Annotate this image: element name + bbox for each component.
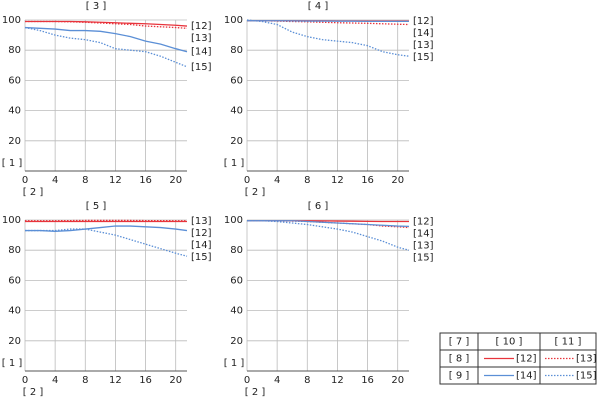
chart-title: [ 3 ] (86, 1, 107, 12)
x-tick-label: 4 (274, 175, 280, 186)
x-tick-label: 20 (391, 175, 404, 186)
y-tick-label: 20 (230, 136, 243, 147)
x-axis-label: [ 2 ] (245, 387, 266, 398)
series-end-label: [15] (191, 252, 212, 263)
series-line (24, 26, 188, 68)
y-axis-label: [ 1 ] (224, 158, 245, 169)
x-tick-label: 12 (109, 175, 122, 186)
x-tick-label: 16 (139, 175, 152, 186)
table-header: [ 10 ] (496, 337, 523, 348)
y-tick-label: 100 (2, 215, 21, 226)
y-tick-label: 60 (8, 275, 21, 286)
legend-label: [12] (516, 354, 537, 365)
y-axis-label: [ 1 ] (224, 358, 245, 369)
y-tick-label: 40 (8, 106, 21, 117)
series-end-label: [14] (413, 28, 434, 39)
table-row-label: [ 9 ] (449, 371, 470, 382)
x-tick-label: 0 (22, 175, 28, 186)
table-header: [ 7 ] (449, 337, 470, 348)
legend-label: [15] (576, 371, 597, 382)
x-tick-label: 12 (109, 375, 122, 386)
y-axis-label: [ 1 ] (2, 158, 23, 169)
series-line (247, 20, 409, 23)
x-tick-label: 4 (274, 375, 280, 386)
series-end-label: [12] (413, 16, 434, 27)
x-tick-label: 8 (82, 175, 88, 186)
series-end-label: [15] (191, 62, 212, 73)
x-tick-label: 20 (169, 175, 182, 186)
y-tick-label: 20 (230, 336, 243, 347)
y-tick-label: 80 (230, 245, 243, 256)
x-tick-label: 0 (244, 375, 250, 386)
legend-table: [ 7 ] [ 10 ] [ 11 ] [ 8 ] [ 9 ] [12] [13… (439, 332, 597, 385)
table-row-label: [ 8 ] (449, 354, 470, 365)
y-tick-label: 60 (8, 75, 21, 86)
series-line (25, 20, 188, 29)
series-end-label: [13] (191, 33, 212, 44)
y-tick-label: 40 (230, 306, 243, 317)
series-end-label: [15] (413, 253, 434, 264)
chart-title: [ 4 ] (308, 1, 329, 12)
x-axis-label: [ 2 ] (245, 187, 266, 198)
chart-title: [ 5 ] (86, 201, 107, 212)
series-end-label: [13] (191, 216, 212, 227)
series-end-label: [14] (191, 47, 212, 58)
x-tick-label: 0 (244, 175, 250, 186)
series-end-label: [13] (413, 40, 434, 51)
x-tick-label: 16 (139, 375, 152, 386)
series-end-label: [15] (413, 52, 434, 63)
x-tick-label: 8 (304, 375, 310, 386)
x-tick-label: 8 (304, 175, 310, 186)
y-tick-label: 80 (8, 245, 21, 256)
series-end-label: [12] (191, 228, 212, 239)
x-tick-label: 8 (82, 375, 88, 386)
y-tick-label: 100 (224, 215, 243, 226)
chart-title: [ 6 ] (308, 201, 329, 212)
series-end-label: [13] (413, 241, 434, 252)
legend-label: [14] (516, 371, 537, 382)
y-tick-label: 60 (230, 275, 243, 286)
x-tick-label: 16 (361, 375, 374, 386)
y-tick-label: 100 (224, 15, 243, 26)
x-tick-label: 0 (22, 375, 28, 386)
y-tick-label: 80 (230, 45, 243, 56)
y-tick-label: 80 (8, 45, 21, 56)
series-line (25, 228, 188, 257)
series-line (246, 19, 410, 57)
y-tick-label: 20 (8, 136, 21, 147)
x-tick-label: 20 (169, 375, 182, 386)
table-header: [ 11 ] (555, 337, 582, 348)
legend-label: [13] (576, 354, 597, 365)
y-tick-label: 60 (230, 75, 243, 86)
series-end-label: [12] (191, 21, 212, 32)
series-end-label: [12] (413, 217, 434, 228)
series-line (24, 26, 188, 53)
y-tick-label: 40 (230, 106, 243, 117)
x-tick-label: 4 (52, 375, 58, 386)
x-tick-label: 12 (331, 175, 344, 186)
series-line (247, 220, 410, 251)
x-axis-label: [ 2 ] (23, 187, 44, 198)
y-axis-label: [ 1 ] (2, 358, 23, 369)
x-tick-label: 12 (331, 375, 344, 386)
series-end-label: [14] (413, 229, 434, 240)
x-axis-label: [ 2 ] (23, 387, 44, 398)
y-tick-label: 40 (8, 306, 21, 317)
y-tick-label: 100 (2, 15, 21, 26)
x-tick-label: 20 (391, 375, 404, 386)
x-tick-label: 16 (361, 175, 374, 186)
x-tick-label: 4 (52, 175, 58, 186)
y-tick-label: 20 (8, 336, 21, 347)
series-end-label: [14] (191, 240, 212, 251)
table-frame (439, 332, 597, 385)
